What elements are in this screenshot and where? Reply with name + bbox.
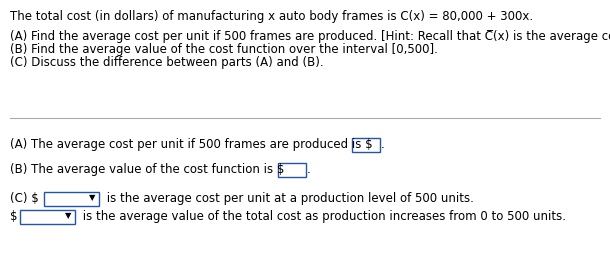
Text: is the average cost per unit at a production level of 500 units.: is the average cost per unit at a produc…: [103, 192, 474, 205]
Text: $: $: [10, 210, 18, 223]
Bar: [352, 138, 380, 152]
Text: (A) Find the average cost per unit if 500 frames are produced. [Hint: Recall tha: (A) Find the average cost per unit if 50…: [10, 30, 610, 43]
Text: is the average value of the total cost as production increases from 0 to 500 uni: is the average value of the total cost a…: [79, 210, 566, 223]
Bar: [278, 163, 306, 177]
Text: (C) Discuss the difference between parts (A) and (B).: (C) Discuss the difference between parts…: [10, 56, 324, 69]
Text: The total cost (in dollars) of manufacturing x auto body frames is C(x) = 80,000: The total cost (in dollars) of manufactu…: [10, 10, 533, 23]
Text: .: .: [381, 138, 385, 151]
Text: ▼: ▼: [65, 211, 71, 220]
Bar: [44, 192, 99, 206]
Text: ▼: ▼: [89, 193, 96, 202]
Text: (B) Find the average value of the cost function over the interval [0,500].: (B) Find the average value of the cost f…: [10, 43, 438, 56]
Text: .: .: [307, 163, 310, 176]
Text: (B) The average value of the cost function is $: (B) The average value of the cost functi…: [10, 163, 284, 176]
Bar: [20, 210, 75, 224]
Text: (A) The average cost per unit if 500 frames are produced is $: (A) The average cost per unit if 500 fra…: [10, 138, 373, 151]
Text: (C) $: (C) $: [10, 192, 39, 205]
